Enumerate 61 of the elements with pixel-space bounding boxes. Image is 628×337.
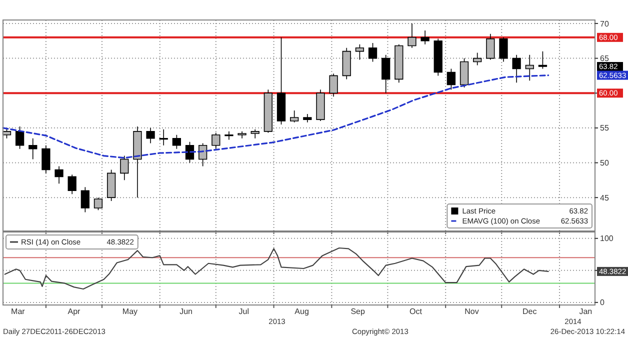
line-series bbox=[4, 247, 549, 290]
y-tick-label: 65 bbox=[600, 54, 610, 64]
candlestick bbox=[342, 47, 351, 80]
candlestick bbox=[264, 89, 273, 134]
candlestick bbox=[329, 73, 338, 97]
candlestick bbox=[172, 134, 181, 150]
x-tick-label: Nov bbox=[464, 307, 479, 316]
candlestick bbox=[224, 131, 234, 140]
candlestick bbox=[80, 186, 90, 213]
candlestick bbox=[94, 197, 103, 211]
candlestick bbox=[2, 128, 12, 139]
candlestick bbox=[525, 54, 534, 81]
candlestick bbox=[15, 126, 24, 150]
candlestick bbox=[408, 23, 416, 48]
candlestick bbox=[276, 37, 286, 125]
candlestick bbox=[355, 44, 364, 60]
candlestick bbox=[238, 131, 246, 139]
candlestick bbox=[434, 38, 442, 76]
x-tick-label: Apr bbox=[68, 307, 81, 316]
x-tick-label: May bbox=[122, 307, 138, 316]
y-tick-label: 55 bbox=[600, 124, 610, 133]
candlestick bbox=[316, 89, 325, 122]
y-tick-label: 0 bbox=[600, 298, 605, 308]
candlestick bbox=[460, 58, 469, 88]
candlestick bbox=[420, 30, 430, 45]
x-tick-label: Jan bbox=[579, 307, 592, 316]
candlestick bbox=[133, 126, 142, 198]
candlestick bbox=[120, 155, 129, 181]
x-tick-label: Oct bbox=[409, 307, 423, 316]
line-series bbox=[2, 74, 550, 159]
candlestick bbox=[159, 128, 168, 146]
candlestick bbox=[250, 128, 260, 139]
candlestick bbox=[42, 144, 50, 174]
candlestick bbox=[473, 52, 482, 66]
y-tick-label: 70 bbox=[600, 19, 610, 28]
candlestick bbox=[446, 68, 456, 90]
candlestick bbox=[185, 141, 194, 164]
candlestick bbox=[54, 166, 64, 184]
x-tick-label: Dec bbox=[522, 307, 537, 316]
candlestick bbox=[106, 169, 116, 202]
candlestick bbox=[68, 174, 76, 194]
x-tick-label: Jun bbox=[180, 307, 192, 316]
candlestick bbox=[538, 50, 548, 70]
y-tick-label: 50 bbox=[600, 158, 610, 168]
x-tick-label: Mar bbox=[11, 307, 26, 316]
candlestick bbox=[394, 44, 404, 84]
y-tick-label: 100 bbox=[600, 234, 614, 244]
x-tick-label: Jul bbox=[238, 307, 250, 316]
x-tick-label: Aug bbox=[294, 307, 309, 316]
candlestick bbox=[146, 128, 155, 144]
y-tick-label: 45 bbox=[600, 193, 610, 202]
candlestick bbox=[28, 138, 38, 160]
candlestick bbox=[368, 42, 378, 62]
candlestick bbox=[290, 110, 299, 123]
candlestick bbox=[512, 54, 521, 84]
x-tick-label: Sep bbox=[350, 307, 366, 316]
candlestick bbox=[212, 132, 220, 150]
candlestick bbox=[382, 54, 390, 94]
candlestick bbox=[486, 34, 495, 60]
candlestick bbox=[303, 114, 312, 123]
candlestick bbox=[499, 37, 508, 62]
